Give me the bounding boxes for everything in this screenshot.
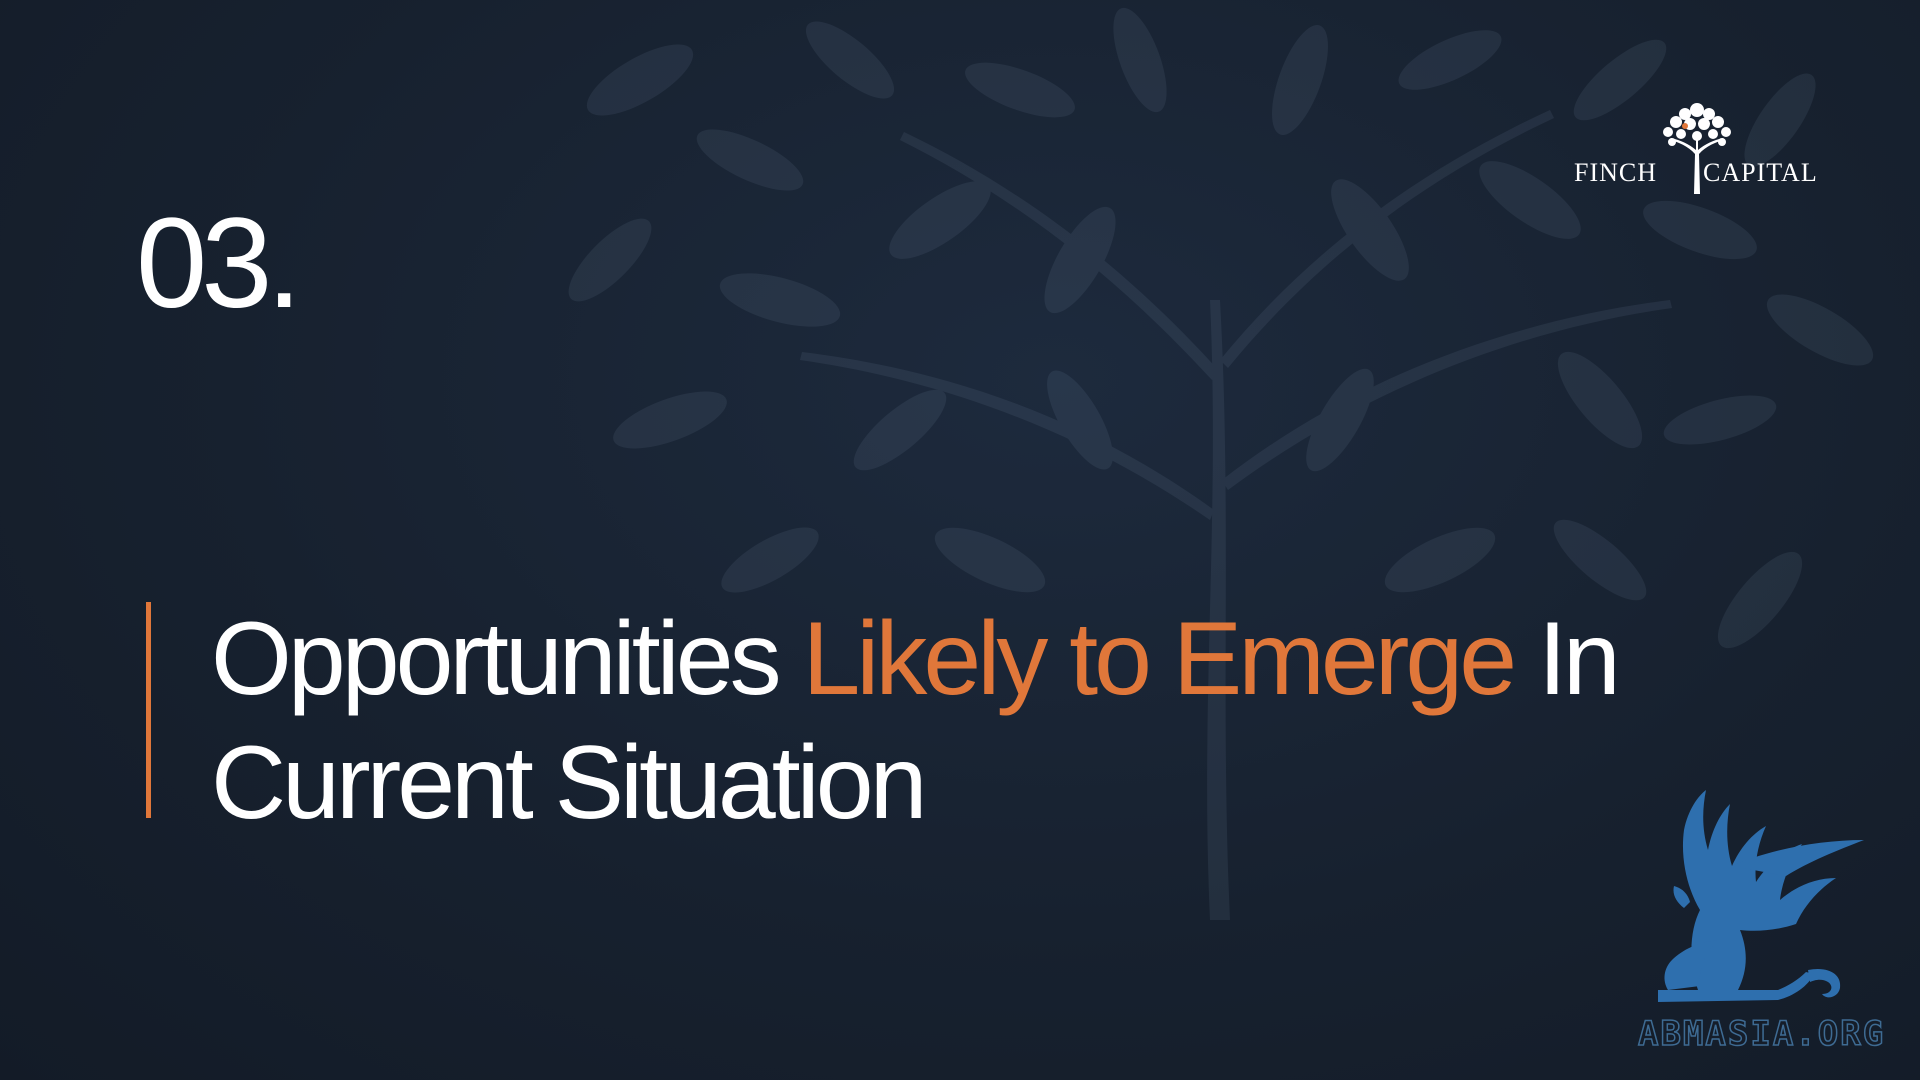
accent-bar — [146, 602, 151, 818]
watermark-text: ABMASIA.ORG — [1637, 1013, 1886, 1055]
brand-name-left: FINCH — [1574, 158, 1658, 187]
headline-text-end: In Current Situation — [211, 601, 1621, 841]
headline-highlight: Likely to Emerge — [802, 601, 1517, 717]
brand-name-right: CAPITAL — [1703, 158, 1818, 187]
headline-text-start: Opportunities — [211, 601, 803, 717]
griffin-icon — [1658, 790, 1864, 1002]
background-tree-pattern — [568, 7, 1874, 920]
section-number: 03. — [136, 192, 302, 335]
finch-capital-logo: FINCH CAPITAL — [1560, 96, 1820, 196]
slide-headline: Opportunities Likely to Emerge In Curren… — [211, 597, 1771, 845]
tree-icon — [1663, 103, 1731, 194]
